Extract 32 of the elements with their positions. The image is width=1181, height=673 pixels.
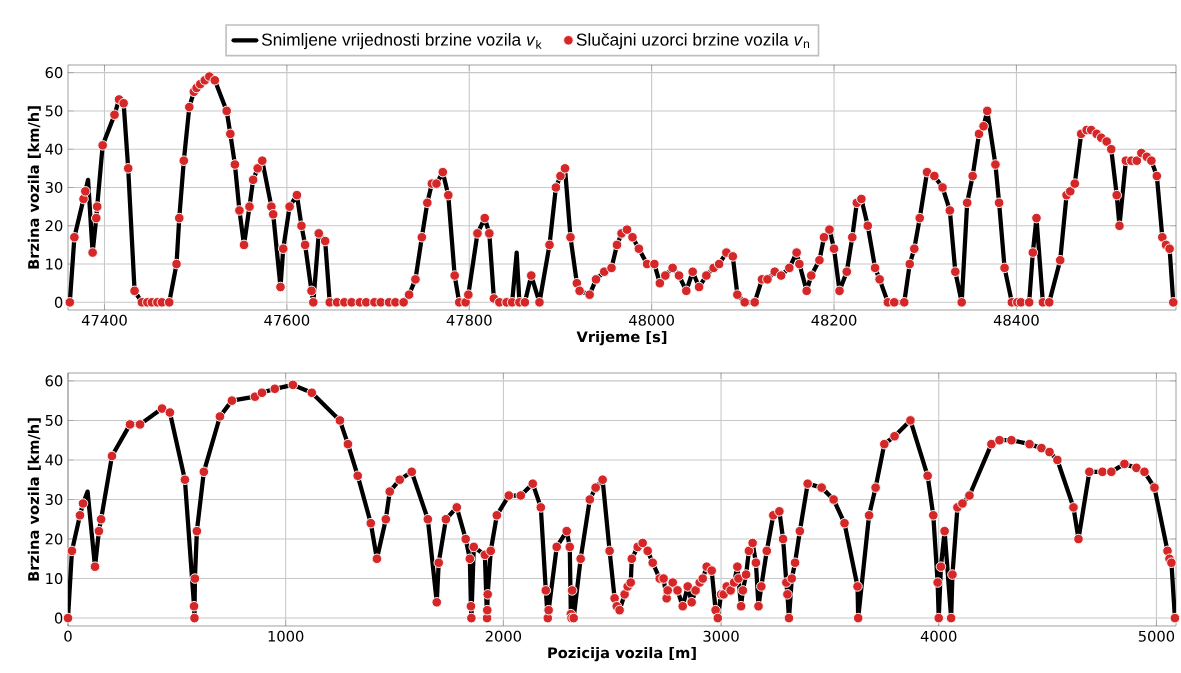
x-tick-label: 48000 [629,314,674,326]
y-tick-label: 20 [45,220,63,232]
legend-label: Slučajni uzorci brzine vozila v$_{n}$ [576,32,810,50]
legend-label: Snimljene vrijednosti brzine vozila v$_{k}$ [261,33,542,50]
y-tick-label: 50 [45,414,63,426]
x-tick-label: 47600 [264,314,310,326]
y-tick-label: 60 [45,375,63,387]
y-axis-title: Brzina vozila [km/h] [27,418,41,581]
x-tick-label: 3000 [703,630,739,642]
x-tick-label: 1000 [268,630,304,642]
x-tick-label: 47800 [446,314,492,326]
x-tick-label: 48400 [993,314,1039,326]
x-tick-label: 47400 [81,314,127,326]
x-tick-label: 0 [64,630,72,642]
y-tick-label: 30 [45,493,63,506]
x-tick-label: 4000 [920,630,957,642]
y-tick-label: 10 [46,258,63,270]
y-axis-title: Brzina vozila [km/h] [27,106,41,269]
x-tick-label: 2000 [485,630,522,642]
x-axis-title: Pozicija vozila [m] [548,646,696,662]
y-tick-label: 30 [45,181,63,194]
y-tick-label: 50 [45,105,63,117]
y-tick-label: 0 [54,296,63,308]
y-tick-label: 20 [45,533,63,545]
x-axis-title: Vrijeme [s] [576,330,667,346]
y-tick-label: 60 [45,67,63,79]
x-tick-label: 48200 [811,314,857,326]
y-tick-label: 40 [45,143,63,155]
y-tick-label: 40 [45,454,63,466]
x-tick-label: 5000 [1138,630,1175,642]
y-tick-label: 10 [46,573,63,585]
y-tick-label: 0 [54,612,63,624]
